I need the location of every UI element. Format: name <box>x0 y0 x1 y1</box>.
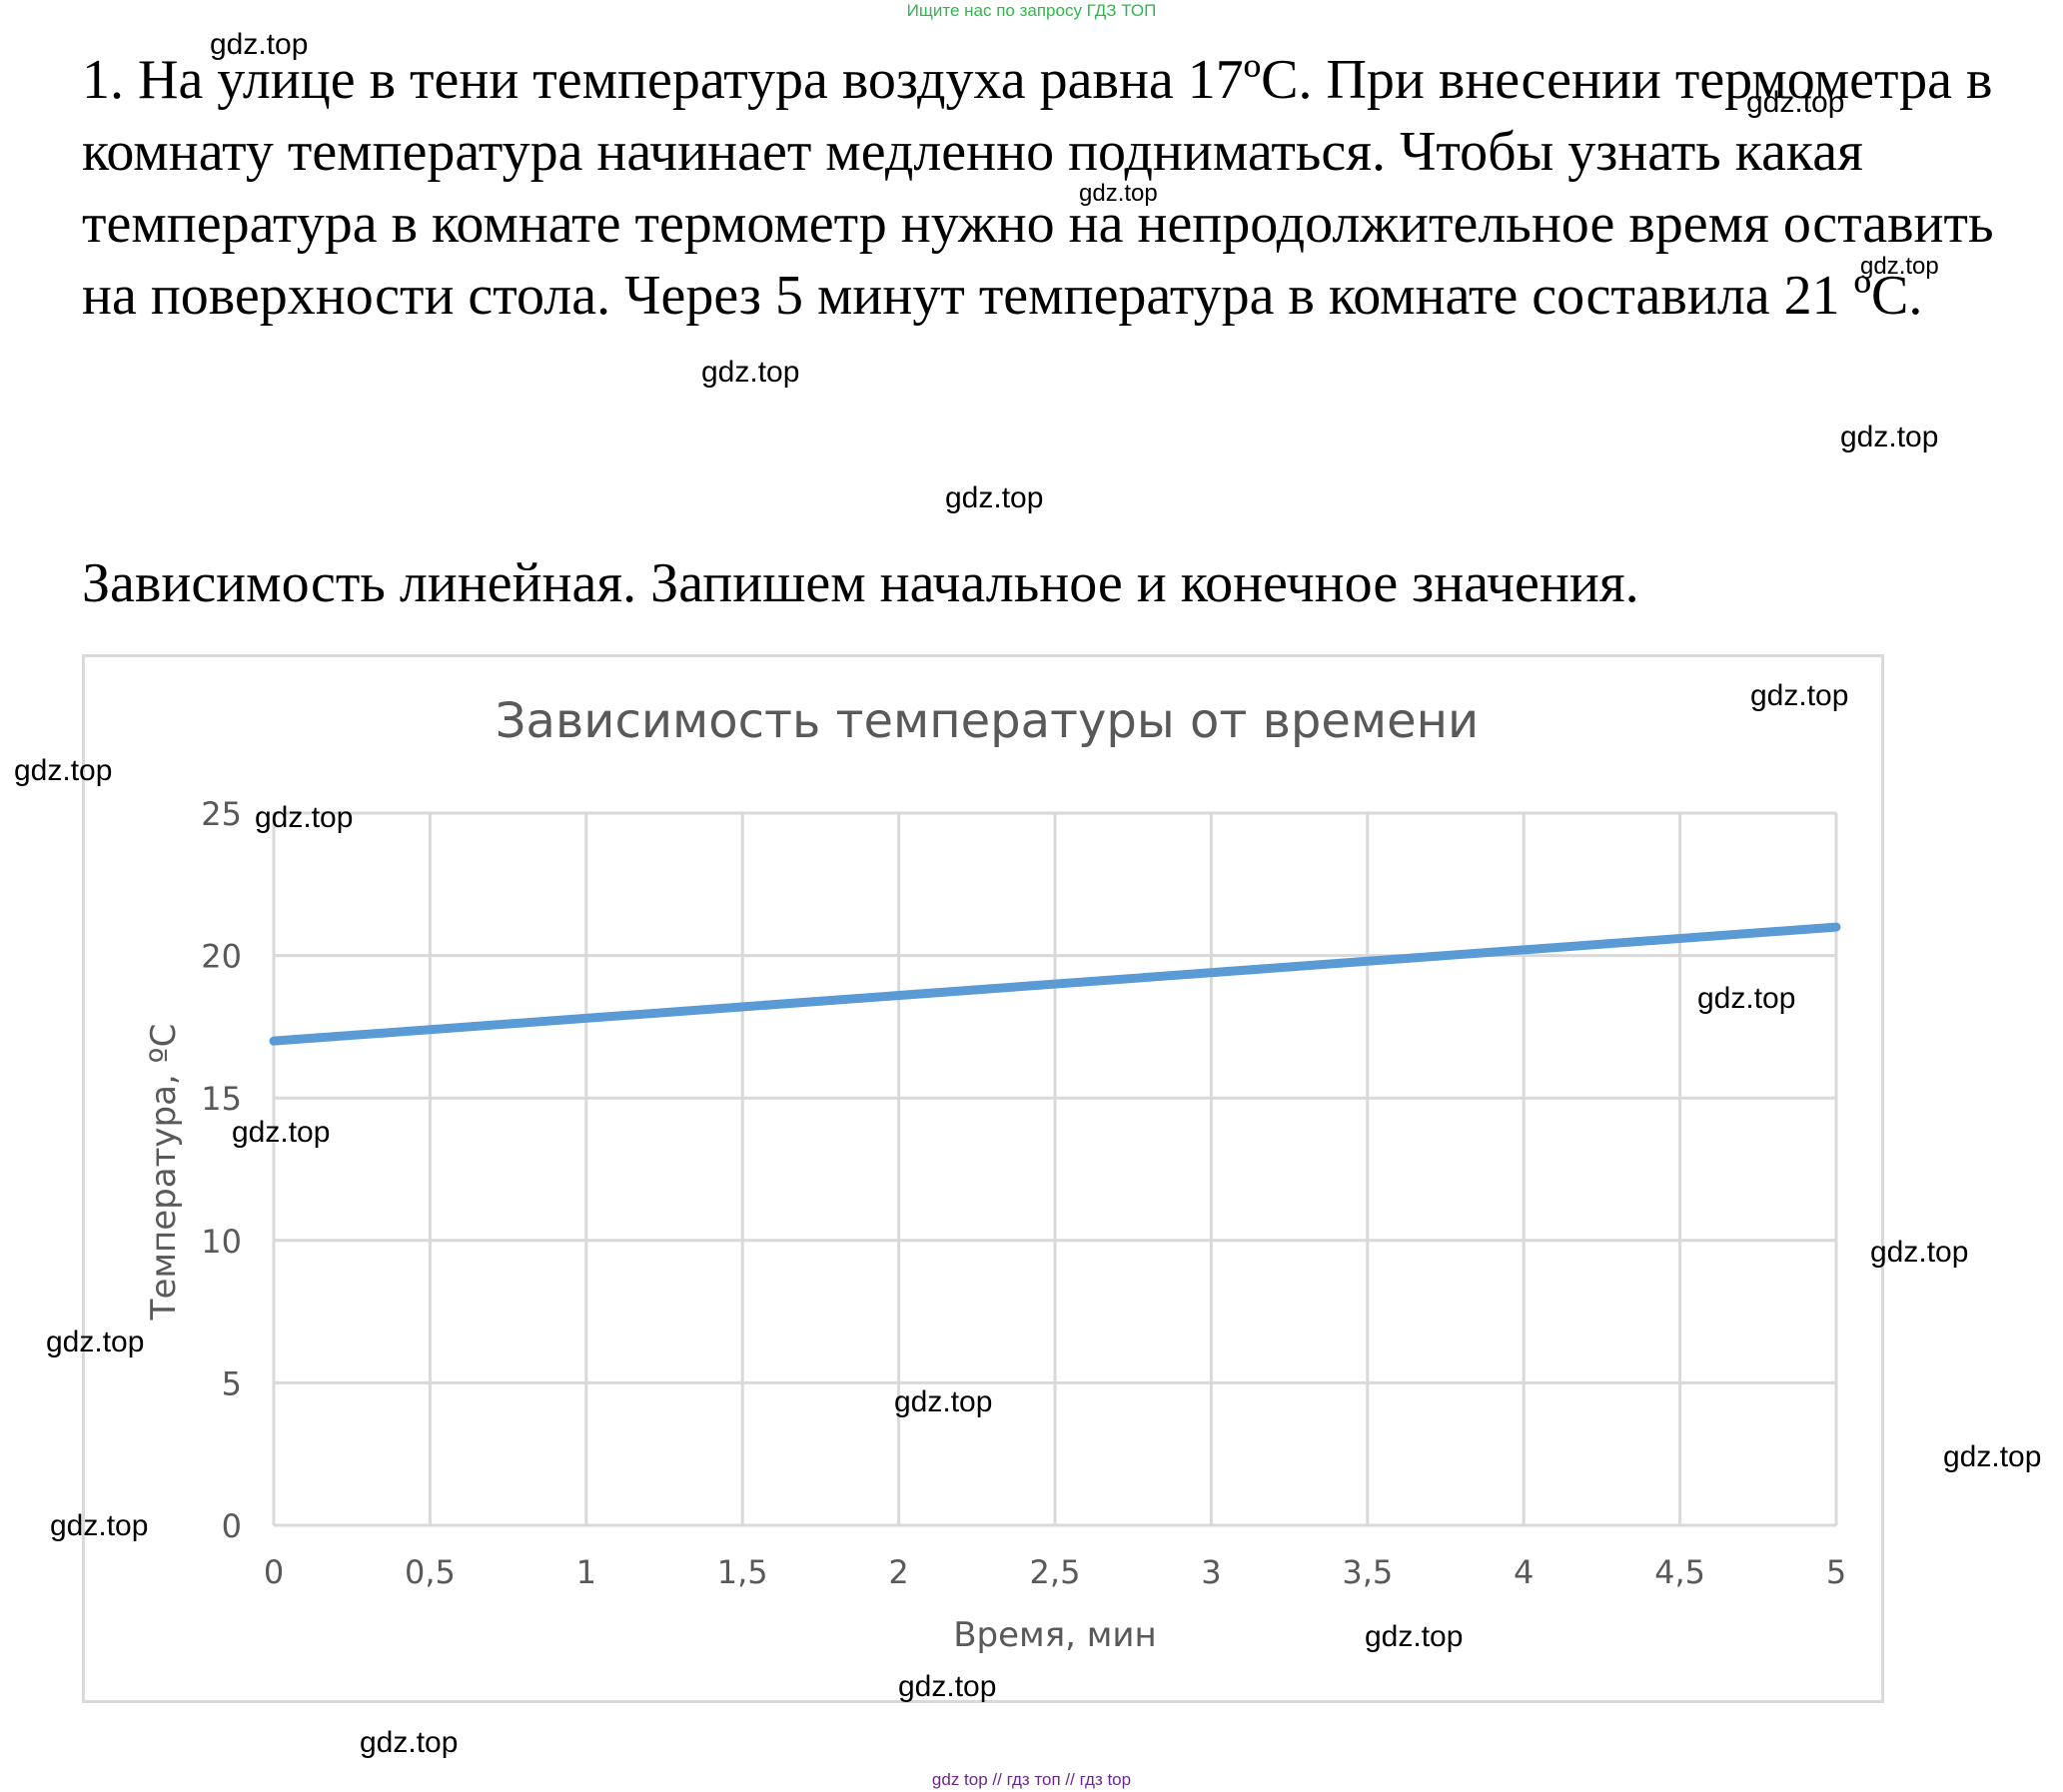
conclusion-text: Зависимость линейная. Запишем начальное … <box>82 552 1639 614</box>
watermark: gdz.top <box>945 481 1044 514</box>
watermark: gdz.top <box>1697 982 1796 1015</box>
watermark: gdz.top <box>701 356 800 389</box>
top-banner: Ищите нас по запросу ГДЗ ТОП <box>906 1 1157 20</box>
y-tick-label: 5 <box>222 1364 242 1402</box>
x-tick-label: 2,5 <box>1030 1553 1081 1591</box>
bottom-banner: gdz top // гдз топ // гдз top <box>931 1770 1132 1789</box>
chart-area: Зависимость температуры от времени 0 5 10 1… <box>82 654 1884 1703</box>
x-tick-label: 3,5 <box>1342 1553 1393 1591</box>
y-axis-label: Температура, ºC <box>144 1024 184 1322</box>
watermark: gdz.top <box>14 754 113 787</box>
x-tick-label: 3 <box>1201 1553 1221 1591</box>
y-tick-label: 15 <box>201 1080 242 1118</box>
x-tick-label: 1 <box>576 1553 596 1591</box>
y-tick-label: 0 <box>222 1507 242 1545</box>
watermark: gdz.top <box>50 1509 149 1542</box>
chart-title: Зависимость температуры от времени <box>496 693 1479 749</box>
watermark: gdz.top <box>1079 180 1158 207</box>
watermark: gdz.top <box>255 801 354 834</box>
x-tick-label: 1,5 <box>717 1553 768 1591</box>
series-line <box>269 922 1841 1046</box>
watermark: gdz.top <box>1365 1620 1464 1653</box>
problem-statement: 1. На улице в тени температура воздуха р… <box>82 49 1994 327</box>
watermark: gdz.top <box>232 1116 331 1149</box>
watermark: gdz.top <box>1746 86 1845 119</box>
y-tick-label: 10 <box>201 1223 242 1261</box>
x-tick-label: 4 <box>1514 1553 1534 1591</box>
watermark: gdz.top <box>1860 253 1939 280</box>
x-tick-label: 4,5 <box>1654 1553 1705 1591</box>
watermark: gdz.top <box>1840 421 1939 453</box>
x-tick-label: 0 <box>264 1553 284 1591</box>
y-tick-label: 20 <box>201 938 242 976</box>
x-axis-label: Время, мин <box>953 1615 1157 1655</box>
watermark: gdz.top <box>46 1326 145 1358</box>
watermark: gdz.top <box>898 1670 997 1703</box>
watermark: gdz.top <box>1750 679 1849 712</box>
line-chart: Зависимость температуры от времени 05101… <box>144 693 1846 1655</box>
x-tick-label: 5 <box>1826 1553 1846 1591</box>
y-tick-label: 25 <box>201 795 242 833</box>
watermark: gdz.top <box>894 1385 993 1418</box>
x-tick-label: 2 <box>888 1553 908 1591</box>
watermark: gdz.top <box>210 28 309 61</box>
watermark: gdz.top <box>1943 1440 2042 1473</box>
watermark: gdz.top <box>360 1726 459 1759</box>
watermark: gdz.top <box>1870 1236 1969 1269</box>
x-tick-label: 0,5 <box>405 1553 456 1591</box>
